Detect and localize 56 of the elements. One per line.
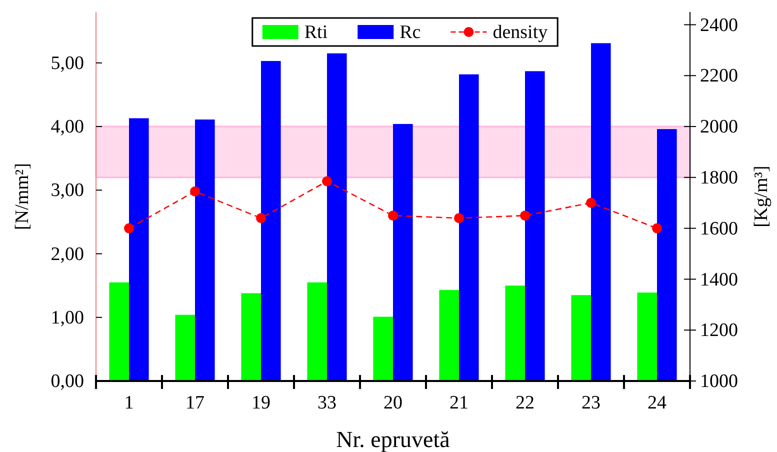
bar [393, 124, 413, 381]
bar [129, 118, 149, 381]
bar [525, 71, 545, 381]
x-tick-label: 1 [124, 392, 134, 414]
bar [261, 60, 281, 381]
y-tick-label: 1,00 [50, 307, 84, 328]
legend-label: Rti [304, 22, 328, 43]
x-tick-label: 17 [186, 392, 204, 414]
legend-label: Rc [400, 22, 421, 43]
y2-tick-label: 1200 [700, 320, 738, 342]
bar [637, 292, 657, 381]
bar [307, 282, 327, 381]
x-tick-label: 19 [252, 392, 270, 414]
x-tick-label: 23 [582, 392, 600, 414]
point [586, 198, 596, 208]
y2-tick-label: 2400 [700, 14, 738, 36]
x-axis-title: Nr. epruvetă [336, 427, 450, 452]
x-tick-label: 33 [318, 392, 336, 414]
bar [109, 282, 129, 381]
x-tick-label: 20 [384, 392, 402, 414]
x-tick-label: 21 [450, 392, 468, 414]
bar [571, 295, 591, 381]
legend-label: density [492, 22, 548, 43]
y2-tick-label: 1800 [700, 167, 738, 188]
bar [657, 129, 677, 381]
point [388, 210, 398, 221]
y2-tick-label: 2000 [700, 116, 738, 138]
bar [505, 286, 525, 381]
y-axis-title: [N/mm²] [12, 163, 33, 230]
point [190, 186, 200, 196]
point [454, 213, 464, 224]
y2-tick-label: 2200 [700, 66, 738, 87]
bar [591, 43, 611, 381]
bar [459, 74, 479, 381]
y-tick-label: 0,00 [50, 371, 84, 392]
x-tick-label: 24 [648, 392, 667, 414]
bar [241, 293, 261, 381]
bar [195, 120, 215, 381]
bar [439, 290, 459, 381]
y2-axis-title: [Kg/m³] [751, 166, 772, 228]
point [652, 223, 662, 234]
y2-tick-label: 1000 [700, 371, 738, 392]
bar [327, 53, 347, 381]
point [256, 213, 266, 224]
point [124, 223, 134, 234]
y2-tick-label: 1600 [700, 218, 738, 240]
x-tick-label: 22 [516, 392, 534, 414]
y2-tick-label: 1400 [700, 269, 738, 290]
y-tick-label: 4,00 [50, 116, 84, 138]
y-tick-label: 5,00 [50, 52, 84, 74]
y-tick-label: 2,00 [50, 244, 84, 265]
point [520, 210, 530, 221]
bar [175, 314, 195, 381]
point [322, 176, 332, 186]
y-tick-label: 3,00 [50, 180, 84, 202]
bar [373, 316, 393, 381]
